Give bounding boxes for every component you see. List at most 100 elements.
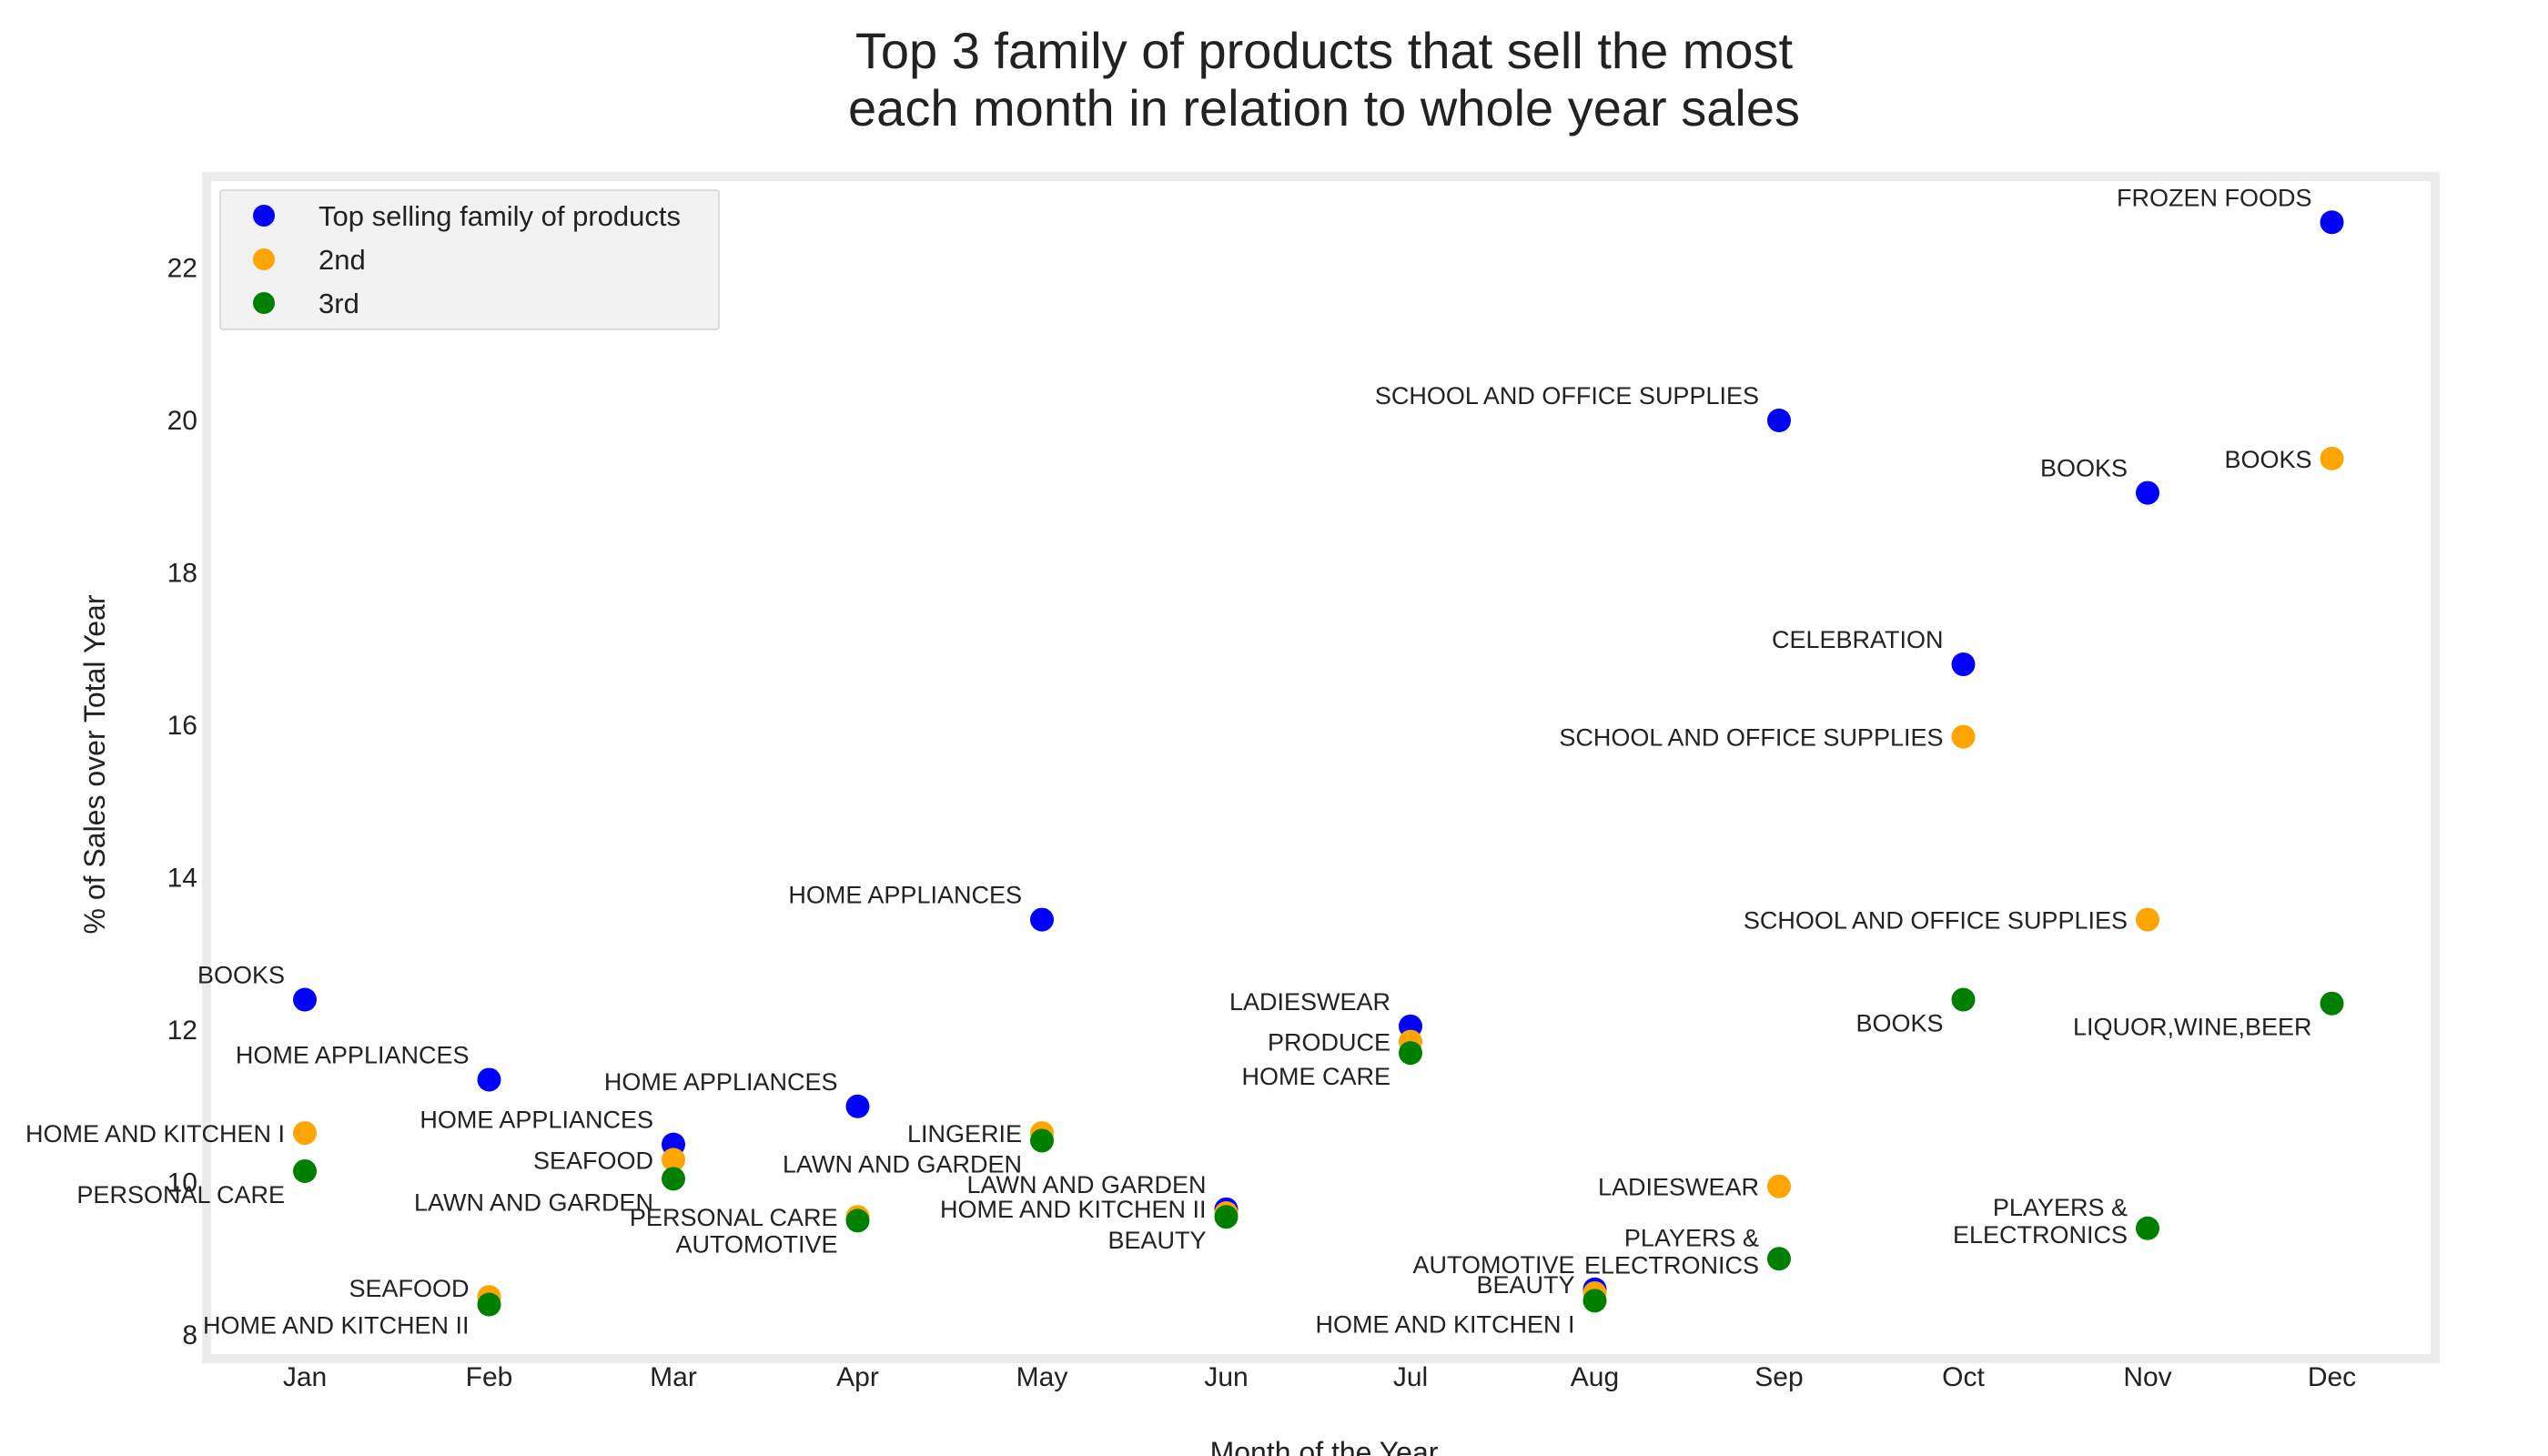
chart-legend: Top selling family of products 2nd 3rd (219, 189, 720, 330)
legend-marker (253, 248, 275, 270)
data-point (1951, 724, 1976, 749)
legend-marker (253, 205, 275, 227)
data-point (1767, 409, 1791, 432)
data-label: HOME CARE (1241, 1063, 1390, 1090)
data-label: PRODUCE (1268, 1029, 1390, 1057)
x-tick-label: Apr (836, 1362, 879, 1392)
data-label: BOOKS (2224, 446, 2311, 473)
data-point (1767, 1174, 1791, 1198)
data-label: HOME APPLIANCES (788, 882, 1022, 909)
y-axis-ticks: 8 10 12 14 16 18 20 22 (167, 254, 197, 1351)
y-tick-label: 22 (167, 254, 197, 284)
data-label: BOOKS (1855, 1010, 1943, 1037)
chart-title-line-2: each month in relation to whole year sal… (848, 79, 1800, 136)
legend-box (219, 189, 720, 330)
y-tick-label: 18 (167, 559, 197, 589)
x-tick-label: Oct (1942, 1362, 1985, 1392)
data-point (2136, 1216, 2159, 1240)
data-point (293, 1158, 317, 1183)
x-axis-label: Month of the Year (1210, 1436, 1439, 1456)
data-point (477, 1067, 501, 1092)
data-point (2136, 480, 2159, 505)
data-label: CELEBRATION (1772, 626, 1944, 653)
legend-label: 3rd (318, 288, 359, 319)
y-tick-label: 12 (167, 1016, 197, 1046)
x-tick-label: Sep (1754, 1362, 1803, 1392)
data-points (293, 210, 2344, 1317)
data-point (1030, 907, 1054, 932)
data-point (1951, 987, 1976, 1012)
data-label: SCHOOL AND OFFICE SUPPLIES (1375, 382, 1759, 410)
data-label: PERSONAL CARE (76, 1181, 285, 1208)
data-label: LINGERIE (907, 1120, 1022, 1148)
data-label-line: ELECTRONICS (1584, 1251, 1759, 1279)
data-label: LADIESWEAR (1598, 1174, 1759, 1201)
data-point (1214, 1205, 1239, 1229)
data-label: SEAFOOD (533, 1147, 653, 1174)
x-tick-label: Jul (1393, 1362, 1428, 1392)
data-label: SCHOOL AND OFFICE SUPPLIES (1744, 907, 2128, 935)
data-label: PLAYERS & ELECTRONICS (1584, 1224, 1759, 1279)
data-point (2320, 991, 2344, 1016)
x-tick-label: Dec (2308, 1362, 2356, 1392)
data-label: SCHOOL AND OFFICE SUPPLIES (1559, 724, 1943, 752)
data-point (845, 1208, 870, 1233)
y-axis-label: % of Sales over Total Year (78, 594, 111, 934)
data-point (845, 1094, 870, 1118)
data-label: HOME APPLIANCES (236, 1041, 470, 1068)
data-label: LAWN AND GARDEN (414, 1188, 653, 1216)
legend-marker (253, 292, 275, 314)
data-label: BEAUTY (1107, 1227, 1206, 1254)
legend-label: Top selling family of products (318, 200, 681, 232)
data-label: AUTOMOTIVE (675, 1230, 837, 1258)
data-label: HOME AND KITCHEN II (203, 1312, 470, 1340)
data-label: HOME AND KITCHEN I (25, 1120, 285, 1148)
data-label-line: PLAYERS & (1993, 1194, 2128, 1221)
data-label: LIQUOR,WINE,BEER (2073, 1014, 2312, 1041)
data-point (1767, 1247, 1791, 1271)
data-point (662, 1148, 685, 1172)
data-label: PLAYERS & ELECTRONICS (1953, 1194, 2128, 1249)
x-tick-label: May (1016, 1362, 1068, 1392)
data-point (293, 987, 317, 1012)
data-point (2320, 210, 2344, 235)
y-tick-label: 8 (182, 1320, 197, 1350)
x-tick-label: Jun (1204, 1362, 1248, 1392)
x-axis-ticks: Jan Feb Mar Apr May Jun Jul Aug Sep Oct Nov Dec (283, 1362, 2356, 1392)
data-label: LAWN AND GARDEN (783, 1150, 1022, 1178)
data-point (2136, 907, 2159, 932)
data-label: PERSONAL CARE (630, 1204, 838, 1231)
data-label: HOME AND KITCHEN II (940, 1196, 1207, 1223)
data-point (477, 1292, 501, 1317)
data-point (1951, 652, 1976, 676)
y-tick-label: 14 (167, 864, 197, 894)
x-tick-label: Jan (283, 1362, 327, 1392)
data-label: AUTOMOTIVE (1412, 1251, 1574, 1279)
data-point (293, 1121, 317, 1146)
data-label: LADIESWEAR (1229, 988, 1390, 1016)
y-tick-label: 20 (167, 406, 197, 436)
data-label-line: PLAYERS & (1624, 1224, 1759, 1251)
data-point (1399, 1041, 1422, 1066)
chart-title-line-1: Top 3 family of products that sell the m… (855, 22, 1794, 79)
y-tick-label: 16 (167, 711, 197, 741)
data-label: BEAUTY (1476, 1271, 1574, 1299)
data-label: HOME APPLIANCES (604, 1068, 838, 1096)
data-label: HOME AND KITCHEN I (1315, 1310, 1574, 1338)
data-label: FROZEN FOODS (2117, 184, 2312, 211)
data-label: BOOKS (197, 962, 285, 989)
x-tick-label: Aug (1571, 1362, 1619, 1392)
x-tick-label: Feb (466, 1362, 513, 1392)
data-point (1030, 1128, 1054, 1153)
plot-area-frame (202, 172, 2440, 1363)
data-point (1582, 1289, 1607, 1313)
x-tick-label: Nov (2123, 1362, 2171, 1392)
data-point (2320, 446, 2344, 470)
y-tick-label: 10 (167, 1168, 197, 1198)
data-point (662, 1167, 685, 1191)
data-label-line: ELECTRONICS (1953, 1221, 2128, 1249)
data-label: SEAFOOD (349, 1275, 469, 1302)
data-label: LAWN AND GARDEN (966, 1171, 1206, 1198)
